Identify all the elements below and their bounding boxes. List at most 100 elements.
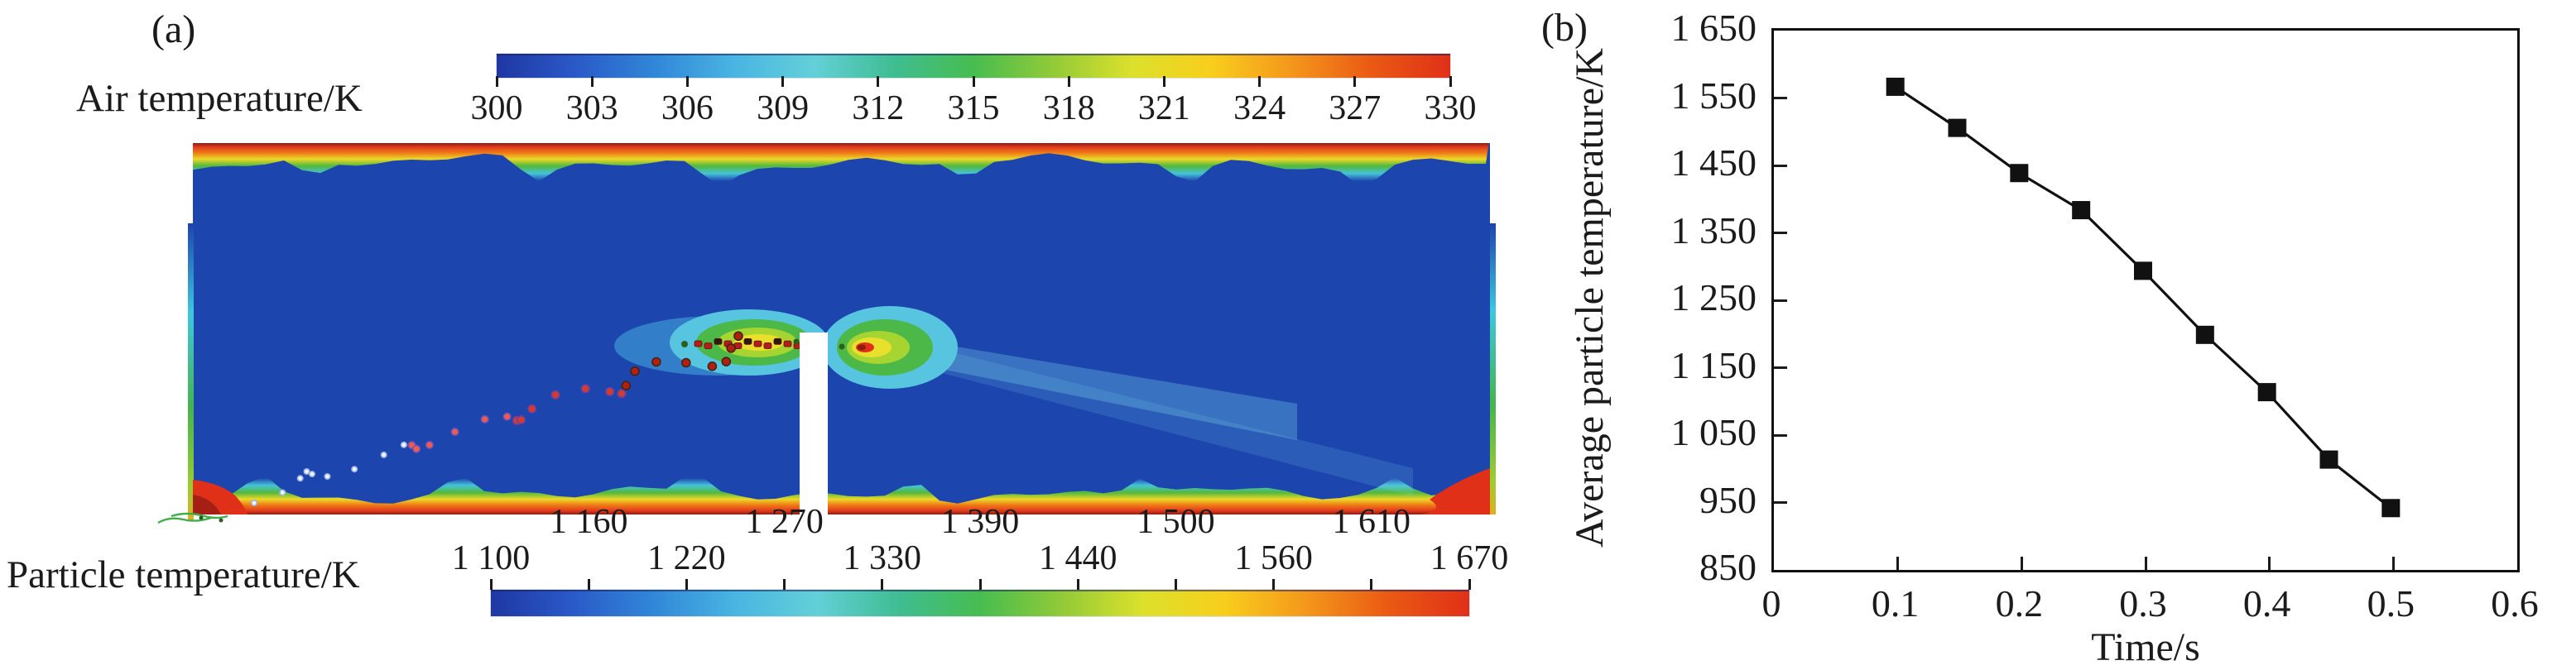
top-wall-band — [193, 143, 1489, 187]
series-line — [1894, 85, 2392, 510]
data-point-marker — [2134, 261, 2152, 280]
air-colorbar-tick-label: 312 — [852, 89, 905, 127]
particle-colorbar-tick-label: 1 330 — [843, 539, 922, 577]
y-tick — [1774, 97, 1787, 99]
air-colorbar-tick — [495, 76, 498, 87]
air-colorbar-tick-label: 309 — [757, 89, 810, 127]
x-tick-label: 0.4 — [2242, 582, 2291, 625]
burning-particle-string — [681, 337, 802, 349]
y-tick — [1774, 299, 1787, 302]
air-colorbar-title: Air temperature/K — [76, 77, 363, 120]
particle-colorbar-gradient — [491, 590, 1469, 616]
panel-a-label: (a) — [151, 7, 196, 51]
data-point-marker — [2381, 499, 2401, 518]
particle-colorbar-tick — [1076, 579, 1079, 590]
particle-colorbar-tick-label: 1 100 — [451, 539, 531, 577]
y-tick-label: 950 — [1699, 478, 1757, 521]
outlet-corner-hotspot — [1421, 468, 1490, 514]
left-inlet-stripe — [188, 223, 194, 521]
y-tick-label: 1 050 — [1670, 411, 1757, 453]
data-point-marker — [1886, 77, 1905, 96]
y-tick-label: 1 150 — [1670, 343, 1757, 386]
particle-trail — [251, 331, 743, 506]
particle-colorbar-tick-label: 1 610 — [1332, 503, 1411, 541]
air-colorbar-tick-label: 315 — [947, 89, 1000, 127]
air-colorbar-tick — [1258, 76, 1262, 87]
right-outlet-stripe — [1490, 223, 1496, 514]
line-chart-series — [1886, 77, 2401, 518]
contour-layers — [193, 143, 1490, 514]
data-point-marker — [1948, 118, 1967, 137]
particle-colorbar-tick-label: 1 160 — [549, 503, 628, 541]
x-tick-label: 0.5 — [2367, 582, 2415, 625]
y-tick-label: 1 450 — [1670, 141, 1757, 184]
y-tick-label: 1 550 — [1670, 74, 1757, 117]
particle-colorbar-tick — [587, 579, 590, 590]
panel-b-x-axis-label: Time/s — [2091, 625, 2200, 669]
y-tick-label: 1 650 — [1670, 7, 1757, 49]
particle-colorbar-tick — [783, 579, 786, 590]
y-tick — [1774, 433, 1787, 437]
y-tick-label: 1 250 — [1670, 276, 1757, 318]
particle-colorbar-tick — [1174, 579, 1177, 590]
panel-b-label: (b) — [1541, 6, 1588, 50]
air-colorbar-tick-label: 324 — [1233, 89, 1286, 127]
air-colorbar-tick-label: 321 — [1137, 89, 1190, 127]
panel-b-y-axis-label: Average particle temperature/K — [1568, 47, 1612, 548]
data-point-marker — [2195, 325, 2214, 344]
air-colorbar-tick-label: 327 — [1329, 89, 1382, 127]
x-tick — [1896, 557, 1900, 570]
particle-colorbar-tick-label: 1 500 — [1137, 503, 1215, 541]
particle-colorbar: 1 100 1 160 1 220 1 270 1 330 1 390 1 440 1 500… — [452, 503, 1508, 616]
baffle-slot — [800, 333, 828, 539]
data-point-marker — [2072, 201, 2091, 220]
contour-plot — [157, 143, 1496, 539]
particle-colorbar-tick-label: 1 670 — [1430, 539, 1509, 577]
y-tick — [1774, 501, 1787, 504]
air-colorbar-tick — [590, 76, 594, 87]
particle-colorbar-tick-label: 1 390 — [940, 503, 1020, 541]
y-tick — [1774, 232, 1787, 234]
x-tick-label: 0.2 — [1995, 582, 2044, 625]
data-point-marker — [2257, 383, 2276, 402]
data-point-marker — [2319, 450, 2338, 469]
air-colorbar-tick-label: 300 — [470, 89, 523, 127]
air-colorbar-tick-label: 330 — [1424, 89, 1477, 127]
air-colorbar-tick — [781, 76, 785, 87]
inlet-scribble — [157, 512, 228, 524]
x-tick-label: 0.3 — [2119, 582, 2167, 625]
x-tick — [2020, 557, 2023, 570]
particle-colorbar-tick — [685, 579, 688, 590]
particle-colorbar-tick-label: 1 440 — [1038, 539, 1117, 577]
y-tick-label: 850 — [1699, 546, 1757, 588]
particle-colorbar-tick — [881, 579, 884, 590]
particle-colorbar-tick — [1468, 579, 1471, 590]
air-colorbar-tick — [972, 76, 975, 87]
air-colorbar-tick — [877, 76, 880, 87]
particle-colorbar-tick-label: 1 270 — [745, 503, 824, 541]
particle-colorbar-tick — [1370, 579, 1373, 590]
air-colorbar-tick — [1162, 76, 1165, 87]
air-colorbar-tick — [685, 76, 689, 87]
air-colorbar: 300 303 306 309 312 315 318 321 324 327 330 — [471, 54, 1477, 127]
air-colorbar-gradient — [497, 54, 1450, 78]
line-chart-frame — [1771, 28, 2520, 572]
particle-colorbar-tick — [978, 579, 982, 590]
particle-colorbar-tick-label: 1 220 — [647, 539, 726, 577]
x-tick-label: 0 — [1761, 582, 1781, 625]
air-colorbar-tick-label: 318 — [1042, 89, 1095, 127]
bottom-wall-band — [193, 476, 1489, 514]
y-tick — [1774, 164, 1787, 167]
x-tick — [2144, 557, 2147, 570]
thermal-plume — [900, 339, 1413, 496]
air-colorbar-tick — [1449, 76, 1452, 87]
x-tick-label: 0.6 — [2491, 582, 2539, 625]
x-tick — [2391, 557, 2395, 570]
particle-colorbar-tick-label: 1 560 — [1234, 539, 1313, 577]
air-colorbar-tick — [1067, 76, 1070, 87]
y-tick-label: 1 350 — [1670, 208, 1757, 251]
particle-colorbar-tick — [1272, 579, 1276, 590]
x-tick-label: 0.1 — [1871, 582, 1920, 625]
data-point-marker — [2010, 164, 2029, 183]
hot-spot-right — [822, 306, 958, 389]
